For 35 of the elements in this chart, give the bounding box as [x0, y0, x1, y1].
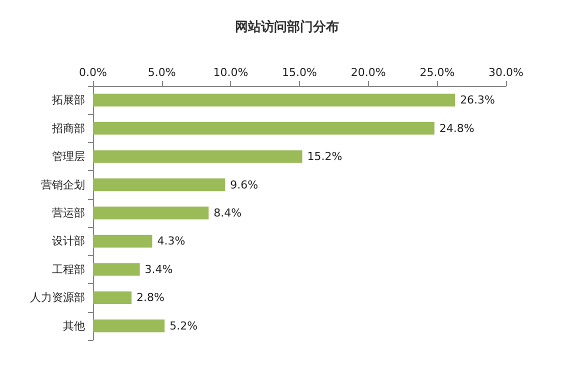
x-tick-label: 25.0% [420, 66, 455, 79]
y-tick-label: 工程部 [52, 262, 85, 276]
bar [93, 150, 302, 163]
x-tick-label: 15.0% [282, 66, 317, 79]
data-label: 24.8% [439, 122, 474, 135]
y-tick-label: 人力资源部 [30, 291, 85, 304]
data-label: 8.4% [214, 206, 242, 220]
bar [93, 234, 152, 248]
data-label: 3.4% [144, 262, 173, 276]
chart-title: 网站访问部门分布 [235, 19, 339, 35]
bar [93, 263, 140, 276]
x-tick-label: 30.0% [488, 66, 524, 79]
x-tick-label: 5.0% [148, 66, 176, 79]
data-label: 5.2% [170, 319, 198, 332]
y-tick-label: 招商部 [51, 122, 85, 135]
y-tick-label: 营销企划 [41, 178, 85, 192]
bar [93, 320, 165, 332]
data-label: 4.3% [157, 234, 186, 248]
bar [93, 206, 209, 220]
data-label: 9.6% [230, 178, 258, 192]
x-tick-label: 20.0% [350, 66, 386, 79]
data-label: 2.8% [136, 291, 164, 304]
y-tick-label: 设计部 [52, 234, 85, 248]
y-tick-label: 管理层 [52, 150, 85, 164]
bar [93, 178, 226, 192]
data-label: 26.3% [460, 94, 496, 107]
y-tick-label: 拓展部 [51, 94, 85, 107]
y-tick-label: 其他 [63, 319, 85, 332]
data-label: 15.2% [307, 150, 342, 164]
bar [93, 291, 132, 304]
x-tick-label: 10.0% [213, 66, 248, 79]
bar [93, 122, 434, 135]
x-tick-label: 0.0% [79, 66, 107, 79]
bar [93, 94, 456, 106]
y-tick-label: 营运部 [52, 206, 85, 220]
